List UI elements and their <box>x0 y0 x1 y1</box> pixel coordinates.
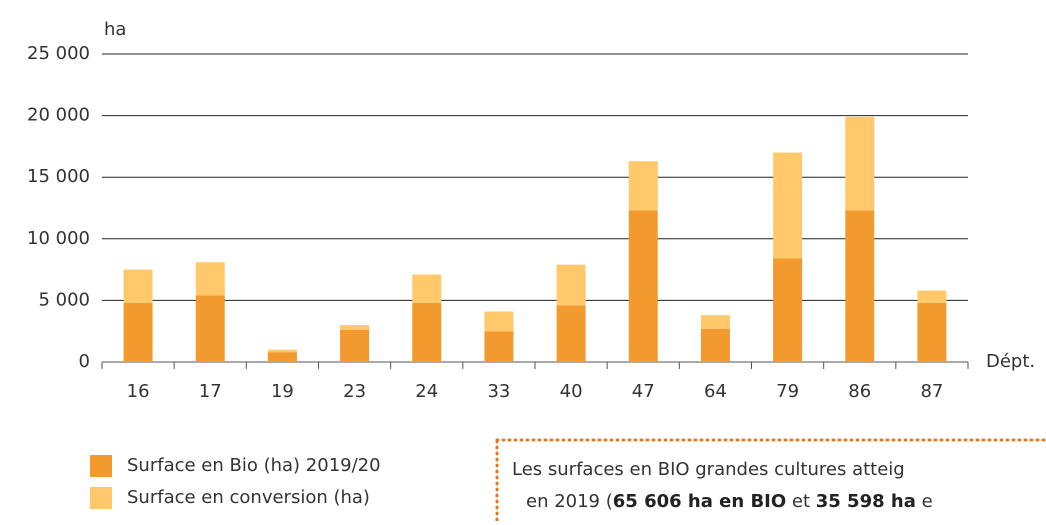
x-tick-label: 79 <box>776 381 799 402</box>
y-tick-label: 20 000 <box>27 105 90 126</box>
x-tick-label: 24 <box>415 381 438 402</box>
legend-label: Surface en conversion (ha) <box>127 487 370 508</box>
x-tick-label: 64 <box>704 381 727 402</box>
bar-segment <box>195 295 225 362</box>
bar-segment <box>412 302 442 362</box>
y-tick-label: 15 000 <box>27 166 90 187</box>
annotation-part: et <box>786 491 816 512</box>
x-tick-label: 33 <box>487 381 510 402</box>
annotation-part: e <box>916 491 933 512</box>
x-tick-label: 86 <box>848 381 871 402</box>
legend-swatch <box>90 487 112 509</box>
bar-segment <box>628 210 658 362</box>
bar-segment <box>412 274 442 303</box>
annotation-part: en 2019 ( <box>526 491 613 512</box>
legend-label: Surface en Bio (ha) 2019/20 <box>127 455 381 476</box>
x-tick-label: 87 <box>920 381 943 402</box>
x-tick-label: 16 <box>127 381 150 402</box>
annotation-part: 35 598 ha <box>816 491 916 512</box>
bar-segment <box>340 325 370 330</box>
bar-segment <box>195 262 225 296</box>
x-tick-label: 23 <box>343 381 366 402</box>
x-tick-label: 17 <box>199 381 222 402</box>
x-axis-label: Dépt. <box>986 351 1035 372</box>
annotation-box <box>495 438 1046 525</box>
bar-segment <box>773 258 803 362</box>
bar-segment <box>628 161 658 211</box>
x-tick-label: 47 <box>632 381 655 402</box>
y-tick-label: 5 000 <box>38 289 90 310</box>
bar-segment <box>267 352 297 362</box>
annotation-line: en 2019 (65 606 ha en BIO et 35 598 ha e <box>526 491 933 512</box>
bar-segment <box>340 329 370 362</box>
bar-segment <box>484 331 514 362</box>
bar-segment <box>267 349 297 353</box>
bar-segment <box>917 290 947 303</box>
y-tick-label: 0 <box>79 351 90 372</box>
y-tick-label: 25 000 <box>27 43 90 64</box>
x-tick-label: 19 <box>271 381 294 402</box>
x-tick-label: 40 <box>560 381 583 402</box>
bar-segment <box>845 116 875 211</box>
bar-segment <box>917 302 947 362</box>
legend-swatch <box>90 455 112 477</box>
bar-segment <box>700 328 730 362</box>
bar-segment <box>484 311 514 332</box>
y-tick-label: 10 000 <box>27 228 90 249</box>
bar-segment <box>845 210 875 362</box>
bar-segment <box>700 315 730 329</box>
bar-segment <box>556 264 586 306</box>
bar-segment <box>123 269 153 303</box>
annotation-line: Les surfaces en BIO grandes cultures att… <box>512 459 905 480</box>
annotation-part: 65 606 ha en BIO <box>613 491 786 512</box>
y-axis-label: ha <box>104 19 126 40</box>
bar-segment <box>773 152 803 259</box>
bar-segment <box>556 305 586 362</box>
bar-segment <box>123 302 153 362</box>
